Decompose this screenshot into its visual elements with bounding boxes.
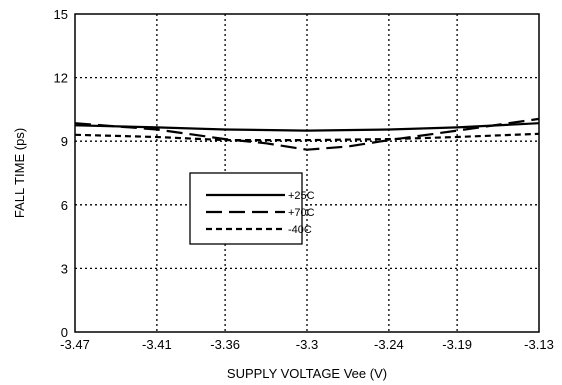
y-tick-label: 3 <box>61 261 68 276</box>
y-tick-label: 15 <box>54 7 68 22</box>
y-tick-label: 9 <box>61 134 68 149</box>
x-tick-label: -3.36 <box>210 337 240 352</box>
axis-ticks: -3.47 -3.41 -3.36 -3.3 -3.24 -3.19 -3.13 0 3 6 9 12… <box>54 7 554 352</box>
legend: +25C +70C -40C <box>189 172 315 245</box>
series-line <box>74 122 540 132</box>
x-tick-label: -3.13 <box>524 337 554 352</box>
series-line <box>74 132 540 142</box>
x-tick-label: -3.3 <box>296 337 318 352</box>
x-tick-label: -3.19 <box>442 337 472 352</box>
series-lines <box>74 117 540 151</box>
y-tick-label: 6 <box>61 198 68 213</box>
x-tick-label: -3.47 <box>60 337 90 352</box>
x-tick-label: -3.41 <box>142 337 172 352</box>
y-tick-label: 0 <box>61 325 68 340</box>
legend-label: -40C <box>288 224 312 236</box>
x-axis-label: SUPPLY VOLTAGE Vee (V) <box>227 366 387 381</box>
plot-frame <box>74 13 540 333</box>
legend-label: +25C <box>288 190 315 202</box>
x-tick-label: -3.24 <box>374 337 404 352</box>
y-tick-label: 12 <box>54 71 68 86</box>
series-line <box>74 117 540 151</box>
legend-label: +70C <box>288 207 315 219</box>
legend-box <box>189 172 303 245</box>
grid-lines <box>75 14 539 332</box>
y-axis-label: FALL TIME (ps) <box>12 128 27 218</box>
